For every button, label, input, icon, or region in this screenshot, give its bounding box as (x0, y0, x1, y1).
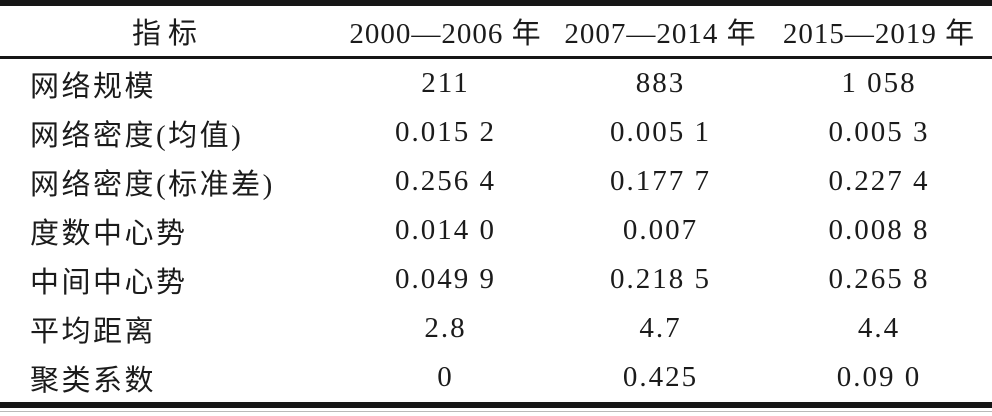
row-label: 平均距离 (30, 315, 157, 348)
cell-value: 0.177 7 (610, 165, 711, 197)
cell-value: 4.7 (639, 312, 682, 344)
cell-value: 211 (421, 67, 470, 99)
cell-value: 0 (437, 361, 454, 393)
row-label: 网络密度(均值) (30, 119, 244, 152)
cell-value: 0.227 4 (828, 165, 930, 197)
table-row-clustering-coefficient: 聚类系数 0 0.425 0.09 0 (0, 353, 992, 405)
cell-value: 0.09 0 (836, 361, 922, 393)
cell-value: 0.007 (622, 214, 699, 246)
row-label: 聚类系数 (30, 364, 157, 397)
cell-value: 0.005 1 (610, 116, 711, 148)
table-row-betweenness-centralization: 中间中心势 0.049 9 0.218 5 0.265 8 (0, 255, 992, 304)
row-label: 中间中心势 (30, 266, 188, 299)
table-row-network-size: 网络规模 211 883 1 058 (0, 58, 992, 109)
table-row-density-stddev: 网络密度(标准差) 0.256 4 0.177 7 0.227 4 (0, 157, 992, 206)
cell-value: 0.425 (622, 361, 699, 393)
col-header-period-2000-2006: 2000—2006 年 (336, 3, 555, 59)
cell-value: 2.8 (424, 312, 467, 344)
cell-value: 0.014 0 (395, 214, 496, 246)
cell-value: 883 (635, 67, 686, 99)
table-row-average-distance: 平均距离 2.8 4.7 4.4 (0, 304, 992, 353)
cell-value: 0.008 8 (828, 214, 930, 246)
table-row-degree-centralization: 度数中心势 0.014 0 0.007 0.008 8 (0, 206, 992, 255)
bottom-rule-shadow (0, 411, 992, 412)
cell-value: 4.4 (857, 312, 901, 344)
col-header-indicator: 指标 (0, 3, 336, 59)
cell-value: 0.256 4 (395, 165, 496, 197)
cell-value: 0.218 5 (610, 263, 711, 295)
header-row: 指标 2000—2006 年 2007—2014 年 2015—2019 年 (0, 3, 992, 59)
cell-value: 0.005 3 (828, 116, 930, 148)
col-header-period-2015-2019: 2015—2019 年 (766, 3, 992, 59)
row-label: 网络密度(标准差) (30, 168, 275, 201)
row-label: 度数中心势 (30, 217, 188, 250)
cell-value: 1 058 (841, 67, 917, 99)
cell-value: 0.049 9 (395, 263, 496, 295)
col-header-period-2007-2014: 2007—2014 年 (555, 3, 766, 59)
table-row-density-mean: 网络密度(均值) 0.015 2 0.005 1 0.005 3 (0, 108, 992, 157)
cell-value: 0.265 8 (828, 263, 930, 295)
cell-value: 0.015 2 (395, 116, 496, 148)
row-label: 网络规模 (30, 70, 157, 103)
